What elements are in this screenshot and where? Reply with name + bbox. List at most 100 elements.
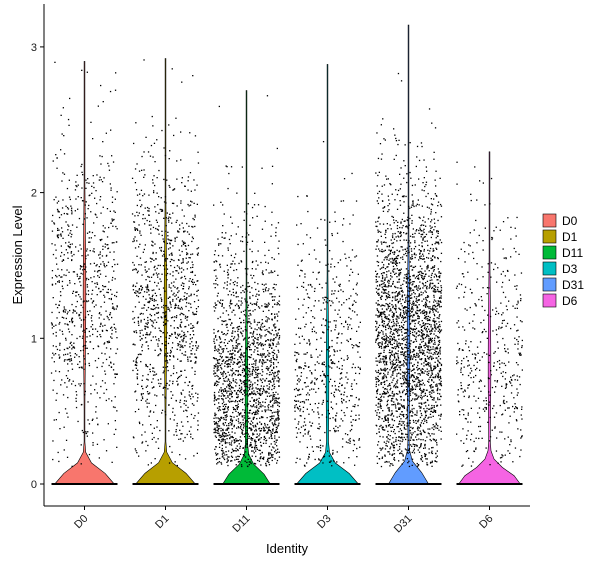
data-point (167, 308, 169, 310)
data-point (395, 331, 398, 333)
data-point (177, 358, 179, 360)
data-point (82, 301, 84, 303)
data-point (233, 256, 236, 259)
data-point (246, 393, 249, 395)
data-point (425, 297, 427, 299)
data-point (296, 389, 299, 391)
data-point (136, 282, 138, 284)
data-point (261, 381, 263, 384)
data-point (189, 338, 192, 340)
data-point (438, 276, 440, 278)
data-point (62, 287, 64, 290)
data-point (276, 402, 278, 404)
data-point (268, 343, 270, 345)
data-point (418, 405, 420, 407)
data-point (62, 333, 64, 335)
data-point (87, 300, 90, 302)
data-point (222, 348, 224, 350)
data-point (147, 288, 150, 291)
data-point (138, 324, 140, 326)
data-point (104, 243, 106, 245)
data-point (197, 397, 199, 399)
data-point (411, 236, 414, 238)
data-point (168, 158, 170, 160)
data-point (333, 460, 335, 462)
data-point (155, 219, 158, 221)
data-point (92, 418, 94, 420)
data-point (224, 439, 226, 441)
data-point (273, 415, 275, 417)
data-point (190, 280, 193, 282)
data-point (359, 321, 361, 323)
data-point (67, 257, 69, 259)
data-point (221, 435, 223, 438)
data-point (193, 179, 195, 181)
data-point (435, 384, 437, 386)
data-point (270, 454, 272, 456)
data-point (438, 414, 440, 417)
data-point (260, 385, 262, 387)
data-point (222, 455, 224, 457)
data-point (168, 284, 170, 286)
data-point (163, 304, 165, 307)
data-point (422, 239, 424, 241)
data-point (164, 196, 167, 198)
data-point (111, 220, 113, 222)
data-point (230, 442, 232, 444)
data-point (250, 354, 253, 356)
data-point (225, 446, 227, 448)
data-point (195, 362, 197, 364)
data-point (411, 307, 413, 309)
data-point (257, 400, 260, 402)
data-point (273, 373, 275, 375)
data-point (165, 347, 167, 350)
data-point (334, 380, 336, 383)
data-point (277, 393, 279, 395)
data-point (179, 300, 181, 302)
data-point (162, 265, 165, 267)
plot-area (50, 24, 523, 485)
data-point (214, 349, 216, 352)
data-point (271, 378, 274, 380)
data-point (95, 304, 97, 306)
data-point (81, 255, 83, 257)
data-point (274, 296, 276, 298)
data-point (234, 441, 236, 443)
data-point (401, 371, 404, 373)
data-point (113, 218, 115, 221)
data-point (155, 252, 157, 254)
data-point (278, 405, 280, 408)
data-point (105, 275, 107, 277)
data-point (56, 235, 59, 237)
data-point (136, 204, 138, 207)
data-point (235, 379, 237, 381)
data-point (58, 357, 61, 359)
data-point (266, 427, 268, 429)
data-point (265, 361, 267, 363)
data-point (314, 287, 316, 290)
data-point (194, 189, 196, 191)
data-point (232, 406, 234, 409)
data-point (83, 218, 86, 220)
data-point (243, 352, 245, 354)
data-point (277, 398, 279, 400)
data-point (144, 217, 146, 220)
data-point (401, 346, 403, 349)
data-point (181, 267, 183, 269)
data-point (407, 395, 409, 397)
data-point (148, 300, 150, 303)
data-point (215, 429, 217, 431)
data-point (220, 373, 223, 375)
data-point (267, 409, 269, 411)
data-point (235, 438, 237, 440)
data-point (256, 411, 258, 413)
data-point (60, 149, 62, 151)
data-point (147, 316, 149, 319)
data-point (221, 398, 223, 400)
data-point (84, 363, 86, 365)
data-point (255, 260, 257, 262)
data-point (354, 366, 356, 369)
data-point (191, 271, 194, 274)
data-point (304, 424, 307, 426)
